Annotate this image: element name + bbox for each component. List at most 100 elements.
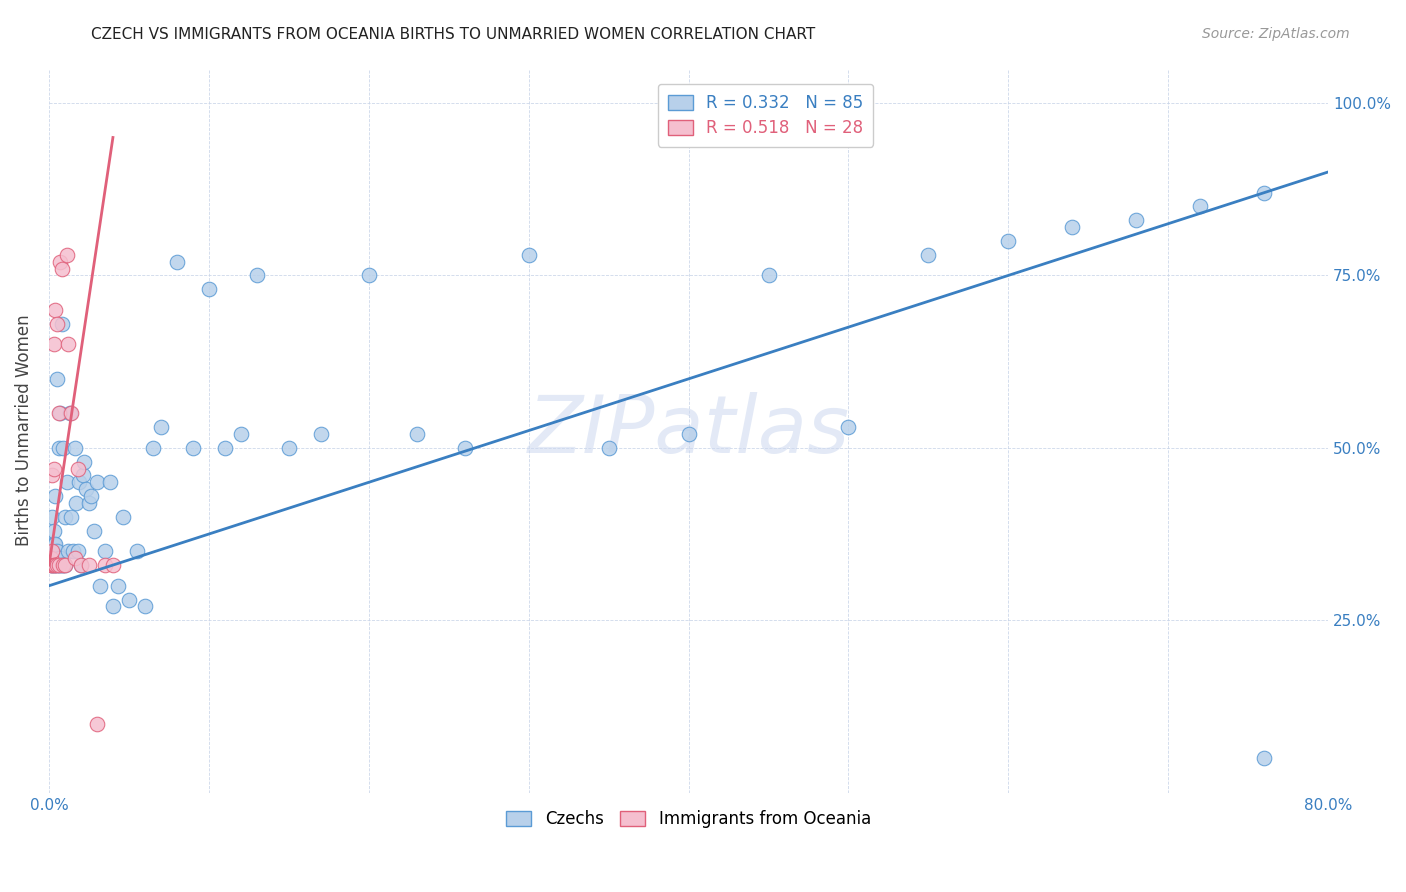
Czechs <box>41 558 63 572</box>
Immigrants from Oceania <box>66 461 89 475</box>
Czechs <box>89 579 111 593</box>
Czechs <box>41 544 63 558</box>
Y-axis label: Births to Unmarried Women: Births to Unmarried Women <box>15 315 32 547</box>
Immigrants from Oceania <box>56 337 79 351</box>
Czechs <box>1189 199 1212 213</box>
Czechs <box>214 441 236 455</box>
Czechs <box>517 248 540 262</box>
Czechs <box>46 372 69 386</box>
Czechs <box>41 509 63 524</box>
Czechs <box>41 551 63 566</box>
Czechs <box>229 427 252 442</box>
Czechs <box>42 537 65 551</box>
Czechs <box>118 592 141 607</box>
Czechs <box>51 558 73 572</box>
Czechs <box>60 509 83 524</box>
Czechs <box>454 441 477 455</box>
Czechs <box>405 427 427 442</box>
Immigrants from Oceania <box>48 406 70 420</box>
Immigrants from Oceania <box>46 317 69 331</box>
Czechs <box>142 441 165 455</box>
Czechs <box>86 475 108 490</box>
Czechs <box>39 544 62 558</box>
Czechs <box>83 524 105 538</box>
Immigrants from Oceania <box>42 461 65 475</box>
Czechs <box>67 475 90 490</box>
Immigrants from Oceania <box>60 406 83 420</box>
Immigrants from Oceania <box>41 558 63 572</box>
Legend: Czechs, Immigrants from Oceania: Czechs, Immigrants from Oceania <box>499 804 877 835</box>
Czechs <box>1125 213 1147 227</box>
Czechs <box>59 406 82 420</box>
Czechs <box>837 420 859 434</box>
Czechs <box>107 579 129 593</box>
Czechs <box>63 441 86 455</box>
Czechs <box>66 544 89 558</box>
Immigrants from Oceania <box>53 558 76 572</box>
Czechs <box>52 441 75 455</box>
Immigrants from Oceania <box>42 337 65 351</box>
Czechs <box>42 544 65 558</box>
Immigrants from Oceania <box>86 716 108 731</box>
Czechs <box>56 544 79 558</box>
Immigrants from Oceania <box>48 558 70 572</box>
Czechs <box>49 406 72 420</box>
Czechs <box>75 482 97 496</box>
Czechs <box>44 537 66 551</box>
Immigrants from Oceania <box>77 558 100 572</box>
Czechs <box>72 468 94 483</box>
Czechs <box>758 268 780 283</box>
Immigrants from Oceania <box>46 558 69 572</box>
Czechs <box>277 441 299 455</box>
Immigrants from Oceania <box>41 544 63 558</box>
Czechs <box>49 551 72 566</box>
Czechs <box>1253 751 1275 765</box>
Czechs <box>53 509 76 524</box>
Immigrants from Oceania <box>41 468 63 483</box>
Czechs <box>70 558 93 572</box>
Immigrants from Oceania <box>39 551 62 566</box>
Czechs <box>678 427 700 442</box>
Czechs <box>48 558 70 572</box>
Czechs <box>46 544 69 558</box>
Czechs <box>77 496 100 510</box>
Immigrants from Oceania <box>51 261 73 276</box>
Czechs <box>44 489 66 503</box>
Czechs <box>62 544 84 558</box>
Czechs <box>357 268 380 283</box>
Immigrants from Oceania <box>94 558 117 572</box>
Czechs <box>42 551 65 566</box>
Czechs <box>48 441 70 455</box>
Czechs <box>44 551 66 566</box>
Immigrants from Oceania <box>70 558 93 572</box>
Czechs <box>1253 186 1275 200</box>
Czechs <box>598 441 620 455</box>
Czechs <box>41 537 63 551</box>
Czechs <box>55 475 77 490</box>
Czechs <box>309 427 332 442</box>
Czechs <box>48 551 70 566</box>
Czechs <box>166 254 188 268</box>
Czechs <box>39 558 62 572</box>
Immigrants from Oceania <box>44 558 66 572</box>
Czechs <box>46 558 69 572</box>
Czechs <box>44 558 66 572</box>
Immigrants from Oceania <box>39 558 62 572</box>
Immigrants from Oceania <box>55 248 77 262</box>
Czechs <box>73 455 96 469</box>
Czechs <box>198 282 221 296</box>
Immigrants from Oceania <box>52 558 75 572</box>
Czechs <box>52 558 75 572</box>
Czechs <box>94 544 117 558</box>
Immigrants from Oceania <box>42 558 65 572</box>
Czechs <box>111 509 134 524</box>
Czechs <box>42 524 65 538</box>
Czechs <box>917 248 939 262</box>
Czechs <box>44 544 66 558</box>
Czechs <box>46 551 69 566</box>
Czechs <box>101 599 124 614</box>
Czechs <box>1062 220 1084 235</box>
Immigrants from Oceania <box>44 302 66 317</box>
Text: CZECH VS IMMIGRANTS FROM OCEANIA BIRTHS TO UNMARRIED WOMEN CORRELATION CHART: CZECH VS IMMIGRANTS FROM OCEANIA BIRTHS … <box>91 27 815 42</box>
Czechs <box>98 475 121 490</box>
